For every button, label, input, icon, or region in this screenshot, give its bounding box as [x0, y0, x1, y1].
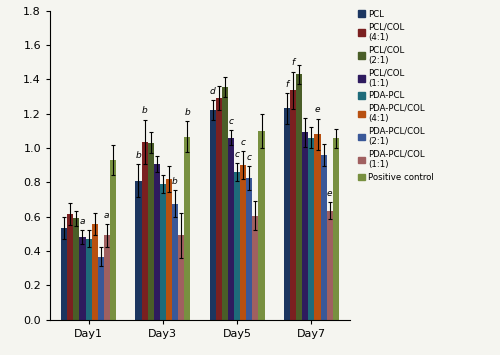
Bar: [326, 211, 333, 320]
Bar: [284, 109, 290, 320]
Bar: [80, 237, 86, 320]
Bar: [320, 155, 326, 320]
Text: a: a: [104, 211, 110, 220]
Bar: [290, 91, 296, 320]
Text: c: c: [240, 138, 246, 147]
Bar: [136, 180, 141, 320]
Text: c: c: [228, 116, 234, 126]
Text: d: d: [210, 87, 216, 95]
Text: e: e: [327, 189, 332, 198]
Text: b: b: [142, 106, 148, 115]
Bar: [86, 239, 91, 320]
Legend: PCL, PCL/COL
(4:1), PCL/COL
(2:1), PCL/COL
(1:1), PDA-PCL, PDA-PCL/COL
(4:1), PD: PCL, PCL/COL (4:1), PCL/COL (2:1), PCL/C…: [358, 9, 435, 183]
Bar: [258, 131, 264, 320]
Bar: [314, 134, 320, 320]
Text: f: f: [292, 58, 294, 67]
Text: c: c: [247, 153, 252, 162]
Bar: [228, 138, 234, 320]
Bar: [74, 218, 80, 320]
Bar: [222, 87, 228, 320]
Text: f: f: [286, 80, 288, 89]
Bar: [184, 137, 190, 320]
Bar: [142, 142, 148, 320]
Bar: [92, 224, 98, 320]
Bar: [172, 204, 178, 320]
Bar: [210, 110, 216, 320]
Bar: [148, 143, 154, 320]
Bar: [61, 228, 67, 320]
Text: e: e: [315, 105, 320, 114]
Text: b: b: [136, 151, 141, 160]
Bar: [160, 184, 166, 320]
Text: a: a: [80, 217, 85, 226]
Bar: [296, 74, 302, 320]
Bar: [333, 138, 339, 320]
Bar: [104, 235, 110, 320]
Bar: [67, 214, 73, 320]
Bar: [302, 132, 308, 320]
Bar: [216, 98, 222, 320]
Bar: [110, 160, 116, 320]
Bar: [246, 178, 252, 320]
Bar: [154, 164, 160, 320]
Bar: [252, 216, 258, 320]
Bar: [166, 179, 172, 320]
Text: c: c: [234, 150, 240, 159]
Bar: [240, 165, 246, 320]
Text: b: b: [184, 108, 190, 117]
Bar: [308, 138, 314, 320]
Text: b: b: [172, 177, 178, 186]
Bar: [98, 257, 104, 320]
Bar: [234, 172, 240, 320]
Bar: [178, 235, 184, 320]
